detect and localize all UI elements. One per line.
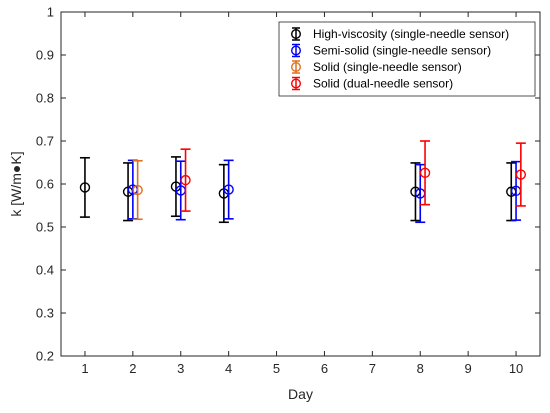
series-layer [79,140,527,224]
marker [515,169,527,180]
axis-tick-labels: 1 2 3 4 5 6 7 8 9 10 0.2 0.3 0.4 0.5 0.6 0.7 0.8 0.9 1 [36,5,523,377]
legend-marker [291,29,302,40]
y-tick-label: 0.4 [36,263,54,278]
x-tick-label: 1 [81,361,88,376]
y-tick-label: 0.3 [36,306,54,321]
x-tick-label: 6 [321,361,328,376]
series-3 [180,140,527,212]
marker [419,167,431,179]
legend-label: Solid (dual-needle sensor) [313,77,453,91]
y-tick-label: 0.7 [36,134,54,149]
y-tick-label: 0.9 [36,48,54,63]
marker [180,174,191,186]
x-axis-label: Day [288,386,313,402]
x-tick-label: 2 [129,361,136,376]
x-tick-label: 3 [177,361,184,376]
legend-marker [291,62,302,73]
x-tick-label: 8 [417,361,424,376]
data-point [223,159,234,220]
x-tick-label: 10 [509,361,523,376]
legend-entry: High-viscosity (single-needle sensor) [291,27,509,41]
data-point [515,142,527,207]
x-tick-label: 9 [465,361,472,376]
y-tick-label: 0.2 [36,349,54,364]
legend-entry: Solid (single-needle sensor) [291,60,462,74]
y-tick-label: 0.5 [36,220,54,235]
marker [132,184,143,196]
x-tick-label: 5 [273,361,280,376]
y-axis-label: k [W/m●K] [8,151,24,216]
y-tick-label: 0.8 [36,91,54,106]
data-point [79,156,91,218]
data-point [132,159,143,221]
marker [79,182,91,193]
x-tick-label: 4 [225,361,232,376]
data-point [180,148,191,212]
y-tick-label: 0.6 [36,177,54,192]
legend-entry: Solid (dual-needle sensor) [291,77,453,91]
legend-box [278,21,536,97]
legend-label: Solid (single-needle sensor) [313,60,462,74]
axis-ticks [61,11,540,357]
legend-label: High-viscosity (single-needle sensor) [313,27,509,41]
legend: High-viscosity (single-needle sensor) Sem… [278,21,536,97]
series-2 [132,159,143,221]
legend-marker [291,78,302,89]
data-point [419,140,431,206]
legend-label: Semi-solid (single-needle sensor) [313,44,491,58]
legend-marker [291,45,302,56]
x-tick-label: 7 [369,361,376,376]
legend-entry: Semi-solid (single-needle sensor) [291,44,491,58]
marker [223,184,234,195]
y-tick-label: 1 [47,5,54,20]
